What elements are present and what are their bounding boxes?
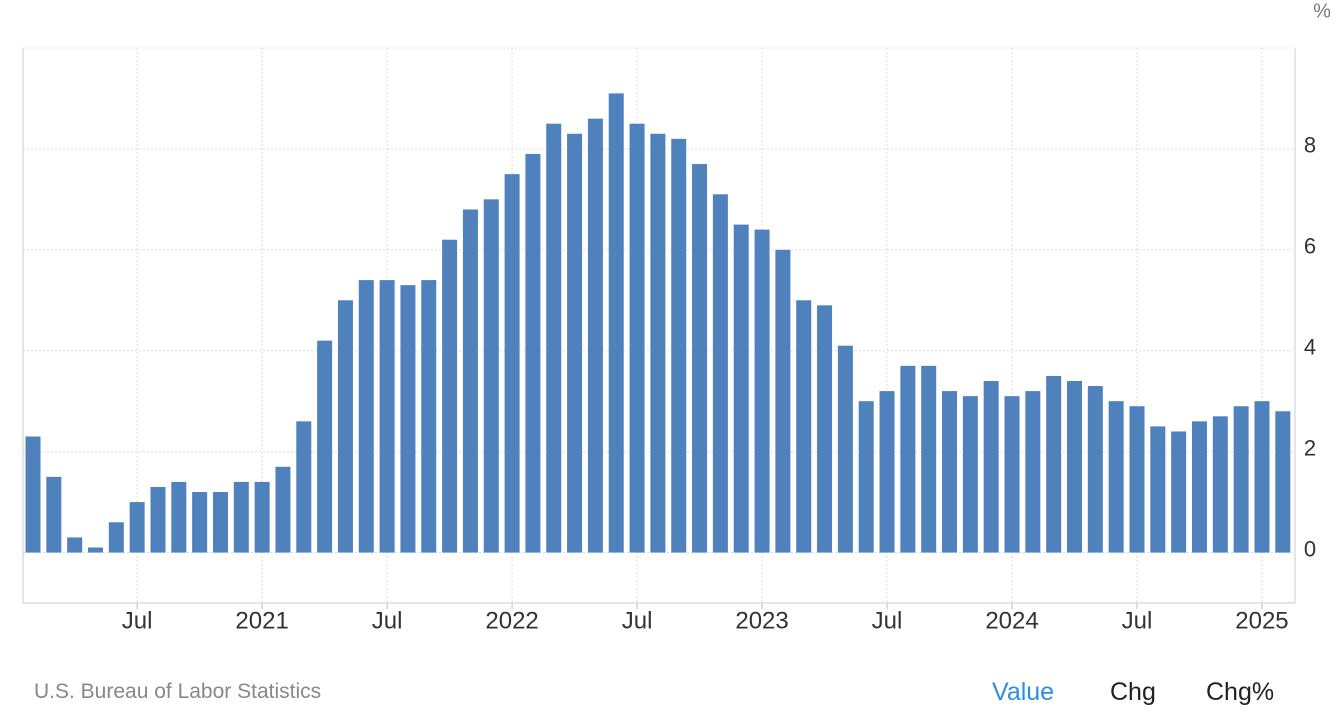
bar: [87, 547, 103, 553]
x-tick-label: 2021: [235, 607, 288, 634]
bar: [25, 436, 41, 553]
bar: [921, 365, 937, 553]
bar: [608, 93, 624, 553]
x-tick-label: 2023: [735, 607, 788, 634]
bar: [150, 486, 166, 553]
bar: [421, 280, 437, 553]
bar: [587, 118, 603, 553]
bar: [650, 133, 666, 553]
chart: % 0 2 4 6 8 Jul 2021 Jul 2022 Jul 2023 Jul 2024 Jul 20…: [22, 0, 1331, 634]
bar: [504, 174, 520, 553]
bar: [983, 381, 999, 553]
bar: [483, 199, 499, 553]
bar: [712, 194, 728, 553]
source: U.S. Bureau of Labor Statistics: [34, 680, 322, 703]
bar: [1191, 421, 1207, 553]
bar: [46, 476, 62, 553]
bar: [358, 280, 374, 553]
value-button[interactable]: Value: [992, 678, 1055, 706]
bar: [837, 345, 853, 553]
bar: [317, 340, 333, 553]
bar: [337, 300, 353, 553]
bar: [212, 492, 228, 553]
bar: [1233, 406, 1249, 553]
x-tick-label: Jul: [622, 607, 653, 634]
bar: [692, 164, 708, 553]
bar: [1067, 381, 1082, 553]
bar: [671, 138, 687, 553]
bar: [962, 396, 978, 553]
bar: [546, 123, 562, 553]
bar: [1046, 375, 1062, 553]
bar: [442, 239, 458, 553]
bar: [817, 305, 833, 553]
x-tick-label: 2025: [1235, 607, 1288, 634]
y-tick-label: 4: [1304, 335, 1316, 360]
bar: [108, 522, 124, 553]
x-tick-label: 2024: [985, 607, 1038, 634]
bar: [462, 209, 478, 553]
y-tick-label: 8: [1304, 133, 1316, 158]
bar: [1004, 396, 1020, 553]
bar: [1275, 411, 1291, 553]
y-tick-label: 6: [1304, 234, 1316, 259]
bar: [129, 502, 145, 553]
bar: [942, 391, 958, 553]
bar: [254, 481, 270, 553]
bar: [733, 224, 749, 553]
bar: [1171, 431, 1187, 553]
x-tick-label: Jul: [372, 607, 403, 634]
chg-pct-button[interactable]: Chg%: [1206, 678, 1275, 706]
bar: [900, 365, 916, 553]
bar: [379, 280, 395, 553]
bar: [858, 401, 874, 553]
x-tick-label: Jul: [1122, 607, 1153, 634]
bar: [1150, 426, 1166, 553]
bar: [1025, 391, 1041, 553]
bar: [275, 466, 291, 553]
x-tick-label: Jul: [872, 607, 903, 634]
x-tick-label: Jul: [122, 607, 153, 634]
bar: [192, 492, 208, 553]
bar: [629, 123, 645, 553]
bar: [67, 537, 83, 553]
unit-label: %: [1313, 0, 1331, 22]
bar: [233, 481, 249, 553]
bar: [1212, 416, 1228, 553]
bar: [296, 421, 312, 553]
bar: [171, 481, 187, 553]
bar: [400, 285, 416, 553]
bar: [567, 133, 583, 553]
bar: [754, 229, 770, 553]
bar: [1087, 386, 1103, 553]
bar: [525, 153, 541, 553]
y-tick-label: 2: [1304, 435, 1316, 460]
chg-button[interactable]: Chg: [1110, 678, 1156, 706]
bar: [1254, 401, 1270, 553]
bar: [775, 249, 791, 553]
bar: [879, 391, 895, 553]
bar: [796, 300, 812, 553]
bar: [1108, 401, 1124, 553]
bar: [1129, 406, 1145, 553]
x-tick-label: 2022: [485, 607, 538, 634]
y-tick-label: 0: [1304, 536, 1316, 561]
